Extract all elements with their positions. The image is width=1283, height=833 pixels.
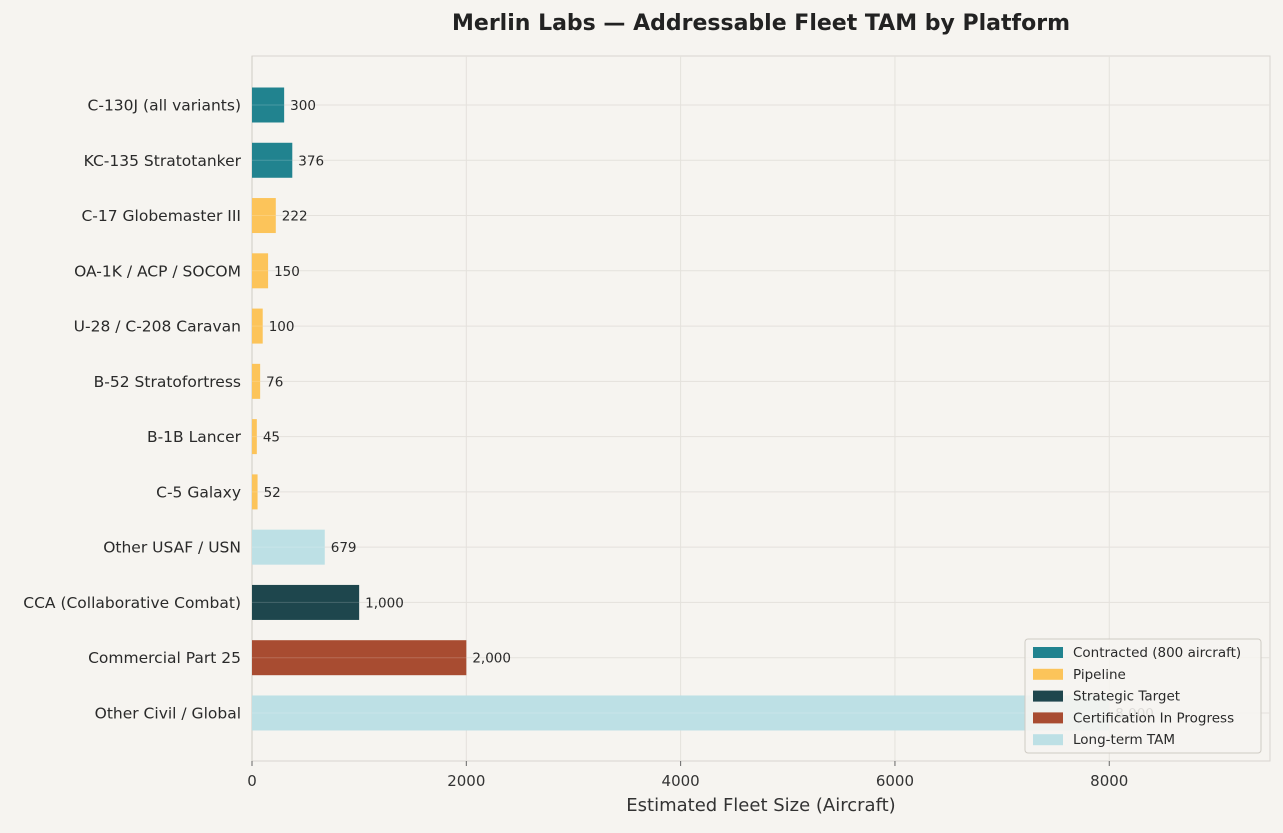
category-label: C-5 Galaxy bbox=[156, 483, 241, 501]
x-axis-label: Estimated Fleet Size (Aircraft) bbox=[626, 795, 895, 816]
value-label: 300 bbox=[290, 98, 316, 114]
category-label: B-1B Lancer bbox=[147, 428, 242, 446]
x-tick-label: 8000 bbox=[1090, 772, 1128, 790]
category-labels: C-130J (all variants) KC-135 Stratotanker… bbox=[23, 97, 241, 723]
chart-title: Merlin Labs — Addressable Fleet TAM by P… bbox=[452, 11, 1070, 36]
legend: Contracted (800 aircraft) Pipeline Strateg… bbox=[1024, 638, 1262, 754]
bar bbox=[252, 474, 258, 510]
x-axis-ticks: 0 2000 4000 6000 8000 bbox=[247, 761, 1128, 790]
legend-label: Contracted (800 aircraft) bbox=[1073, 645, 1241, 661]
category-label: OA-1K / ACP / SOCOM bbox=[74, 262, 241, 280]
bar bbox=[252, 695, 1110, 731]
legend-box bbox=[1024, 638, 1262, 754]
x-tick-label: 4000 bbox=[662, 772, 700, 790]
category-label: Other Civil / Global bbox=[95, 704, 241, 722]
x-tick-label: 2000 bbox=[447, 772, 485, 790]
value-label: 222 bbox=[282, 209, 308, 225]
value-label: 100 bbox=[269, 319, 295, 335]
value-label: 1,000 bbox=[365, 595, 404, 611]
bar bbox=[252, 142, 293, 178]
value-label: 679 bbox=[331, 540, 357, 556]
bar bbox=[252, 253, 269, 289]
legend-label: Strategic Target bbox=[1073, 689, 1180, 705]
value-label: 376 bbox=[298, 153, 324, 169]
x-tick-label: 0 bbox=[247, 772, 257, 790]
category-label: Other USAF / USN bbox=[103, 539, 241, 557]
legend-swatch bbox=[1033, 668, 1063, 680]
bar bbox=[252, 308, 263, 344]
legend-swatch bbox=[1033, 712, 1063, 724]
bar bbox=[252, 529, 325, 565]
bar bbox=[252, 640, 467, 676]
legend-label: Long-term TAM bbox=[1073, 732, 1175, 748]
value-label: 52 bbox=[264, 485, 281, 501]
bar bbox=[252, 419, 257, 455]
legend-label: Certification In Progress bbox=[1073, 710, 1234, 726]
category-label: U-28 / C-208 Caravan bbox=[74, 318, 241, 336]
legend-swatch bbox=[1033, 647, 1063, 658]
legend-swatch bbox=[1033, 690, 1063, 702]
legend-label: Pipeline bbox=[1073, 667, 1126, 683]
category-label: B-52 Stratofortress bbox=[94, 373, 241, 391]
category-label: C-17 Globemaster III bbox=[81, 207, 241, 225]
category-label: KC-135 Stratotanker bbox=[84, 152, 242, 170]
legend-swatch bbox=[1033, 734, 1063, 746]
value-label: 150 bbox=[274, 264, 300, 280]
x-tick-label: 6000 bbox=[876, 772, 914, 790]
bars-group bbox=[252, 87, 1110, 731]
bar bbox=[252, 87, 285, 123]
value-label: 2,000 bbox=[472, 651, 511, 667]
value-label: 76 bbox=[266, 374, 283, 390]
bar bbox=[252, 363, 261, 399]
bar bbox=[252, 584, 360, 620]
category-label: Commercial Part 25 bbox=[88, 649, 241, 667]
bar bbox=[252, 198, 276, 234]
category-label: CCA (Collaborative Combat) bbox=[23, 594, 241, 612]
category-label: C-130J (all variants) bbox=[88, 97, 241, 115]
value-label: 45 bbox=[263, 430, 280, 446]
